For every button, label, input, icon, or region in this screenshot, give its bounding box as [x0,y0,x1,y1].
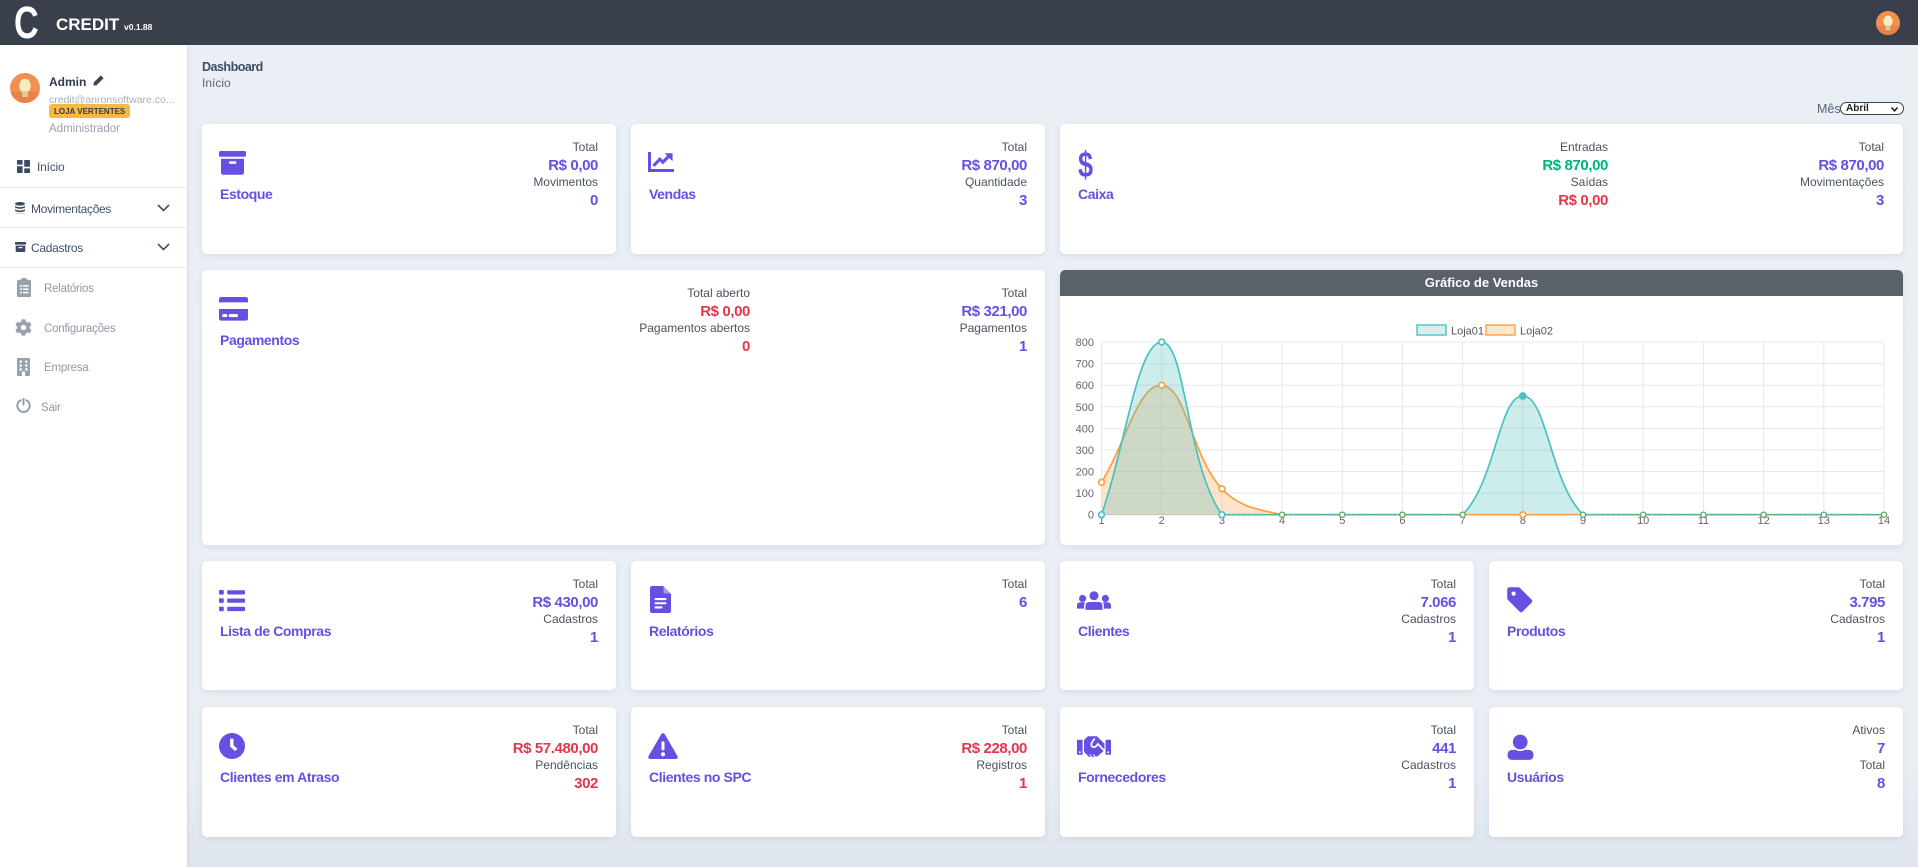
svg-text:500: 500 [1076,402,1094,414]
svg-text:9: 9 [1580,515,1586,527]
svg-text:13: 13 [1818,515,1830,527]
svg-text:100: 100 [1076,488,1094,500]
svg-text:600: 600 [1076,380,1094,392]
svg-text:6: 6 [1399,515,1405,527]
svg-text:5: 5 [1339,515,1345,527]
svg-text:8: 8 [1520,515,1526,527]
svg-text:2: 2 [1159,515,1165,527]
svg-text:800: 800 [1076,337,1094,349]
svg-text:200: 200 [1076,467,1094,479]
svg-text:Loja02: Loja02 [1520,326,1553,338]
svg-text:400: 400 [1076,423,1094,435]
svg-text:Loja01: Loja01 [1451,326,1484,338]
svg-text:11: 11 [1698,515,1709,527]
svg-text:0: 0 [1088,510,1094,522]
svg-text:3: 3 [1219,515,1225,527]
svg-text:4: 4 [1279,515,1285,527]
svg-text:12: 12 [1757,515,1769,527]
svg-text:10: 10 [1637,515,1649,527]
svg-text:14: 14 [1878,515,1890,527]
svg-text:7: 7 [1460,515,1466,527]
svg-text:700: 700 [1076,359,1094,371]
svg-text:1: 1 [1098,515,1104,527]
svg-text:300: 300 [1076,445,1094,457]
